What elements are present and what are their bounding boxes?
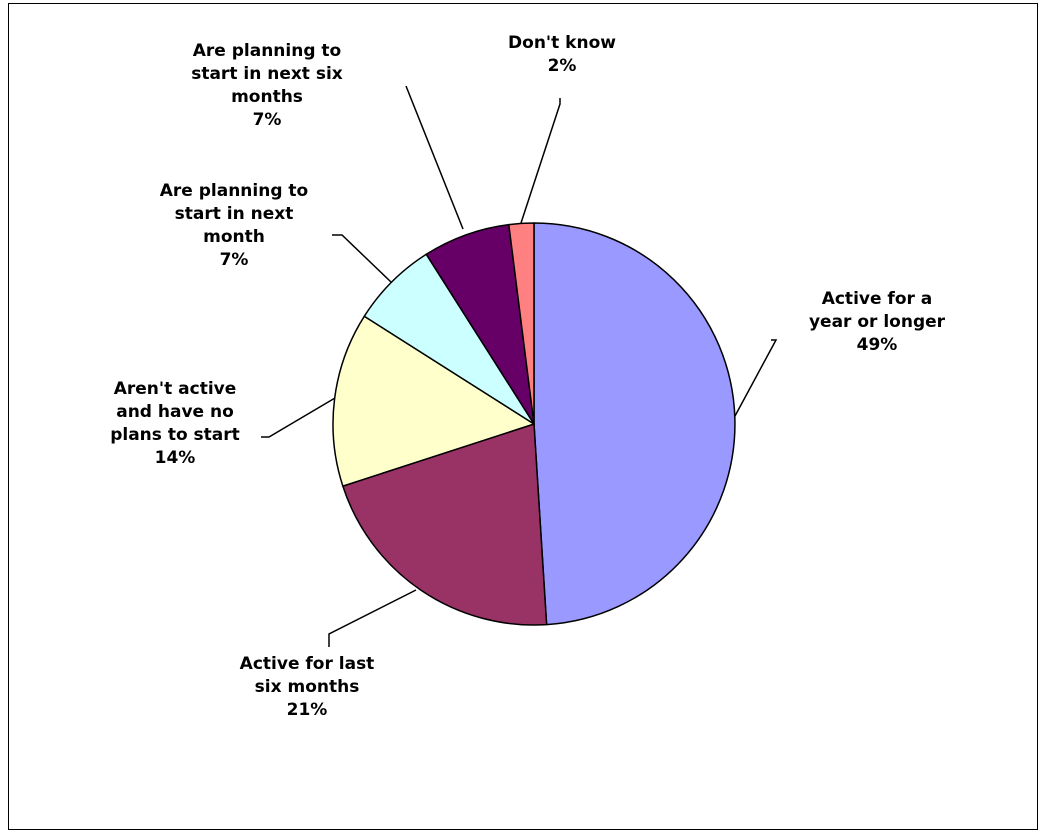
data-label-active-year: Active for a year or longer 49% — [809, 289, 946, 355]
data-label-percent: 2% — [548, 56, 577, 76]
pie-slice-active-year — [533, 222, 736, 626]
pie-chart: Active for a year or longer 49%Active for … — [110, 33, 946, 720]
leader-line-not-active — [261, 397, 336, 438]
leader-line-next-month — [332, 234, 392, 283]
data-label-next-six-months: Are planning to start in next six months 7% — [191, 41, 343, 130]
pie-slice-dont-know — [508, 222, 535, 425]
data-label-dont-know: Don't know 2% — [508, 33, 616, 76]
data-label-text: Are planning to — [193, 41, 341, 61]
data-label-text: and have no — [116, 402, 234, 422]
data-label-text: months — [231, 87, 303, 107]
data-label-percent: 21% — [287, 700, 328, 720]
data-label-text: year or longer — [809, 312, 946, 332]
data-label-percent: 14% — [155, 448, 196, 468]
pie-slice-active-six-months — [342, 423, 548, 626]
data-label-text: start in next six — [191, 64, 343, 84]
data-label-text: Active for a — [822, 289, 933, 309]
leader-line-active-six-months — [328, 589, 417, 647]
leader-line-dont-know — [520, 98, 561, 224]
chart-frame: Active for a year or longer 49% Active for … — [8, 3, 1038, 830]
data-label-text: month — [203, 227, 265, 247]
data-label-not-active: Aren't active and have no plans to start 14… — [110, 379, 240, 468]
leader-line-next-six-months — [405, 85, 464, 230]
data-label-percent: 7% — [220, 250, 249, 270]
data-label-text: start in next — [175, 204, 294, 224]
data-label-text: Aren't active — [114, 379, 237, 399]
data-label-percent: 7% — [253, 110, 282, 130]
leader-line-active-year — [734, 339, 778, 417]
data-label-text: plans to start — [110, 425, 240, 445]
data-label-percent: 49% — [857, 335, 898, 355]
data-label-text: Active for last — [240, 654, 375, 674]
data-label-active-six-months: Active for last six months 21% — [240, 654, 375, 720]
data-label-text: six months — [255, 677, 360, 697]
data-label-text: Are planning to — [160, 181, 308, 201]
data-label-next-month: Are planning to start in next month 7% — [160, 181, 308, 270]
data-label-text: Don't know — [508, 33, 616, 53]
